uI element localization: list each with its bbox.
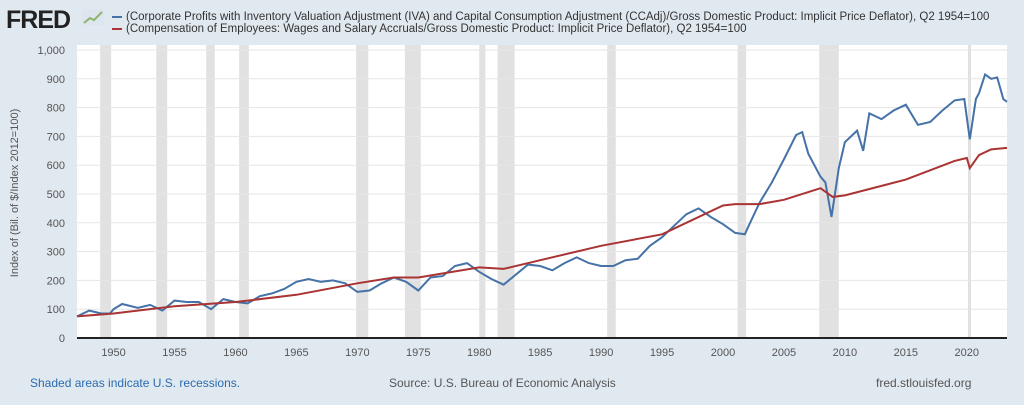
y-tick-label: 100 [47, 304, 65, 316]
line-chart: 0 100 200 300 400 500 600 700 800 900 1,000 1950 195… [9, 45, 1008, 359]
fred-url[interactable]: fred.stlouisfed.org [876, 376, 972, 390]
x-tick-label: 2000 [711, 347, 735, 359]
y-tick-label: 600 [47, 160, 65, 172]
x-tick-label: 1970 [345, 347, 369, 359]
plot-area [77, 45, 1007, 338]
y-tick-label: 900 [47, 74, 65, 86]
legend-label: (Compensation of Employees: Wages and Sa… [126, 23, 747, 35]
y-tick-label: 0 [59, 333, 65, 345]
recession-band [239, 45, 249, 338]
recession-band [497, 45, 515, 338]
x-tick-label: 1980 [467, 347, 491, 359]
legend-swatch [112, 28, 122, 30]
chart-logo-icon [82, 9, 104, 25]
x-tick-label: 1965 [284, 347, 308, 359]
recession-band [967, 45, 971, 338]
x-tick-label: 2020 [955, 347, 979, 359]
recession-band [607, 45, 616, 338]
y-tick-label: 500 [47, 189, 65, 201]
recession-band [737, 45, 747, 338]
recession-band [356, 45, 369, 338]
y-tick-label: 200 [47, 275, 65, 287]
y-tick-label: 400 [47, 218, 65, 230]
legend-label: (Corporate Profits with Inventory Valuat… [126, 11, 990, 23]
recession-band [479, 45, 486, 338]
x-tick-label: 1990 [589, 347, 613, 359]
x-tick-label: 2015 [894, 347, 918, 359]
legend-item-profits[interactable]: (Corporate Profits with Inventory Valuat… [112, 11, 989, 23]
y-tick-label: 300 [47, 247, 65, 259]
y-axis-label: Index of (Bil. of $/Index 2012=100) [9, 109, 21, 277]
recession-band [100, 45, 112, 338]
profits-series-line [76, 72, 1008, 318]
x-tick-label: 1995 [650, 347, 674, 359]
fred-logo[interactable]: FRED [6, 6, 71, 34]
legend-item-compensation[interactable]: (Compensation of Employees: Wages and Sa… [112, 23, 989, 35]
recession-note[interactable]: Shaded areas indicate U.S. recessions. [30, 376, 241, 390]
y-tick-label: 1,000 [37, 45, 65, 57]
recession-band [819, 45, 839, 338]
x-tick-label: 2005 [772, 347, 796, 359]
x-tick-label: 2010 [833, 347, 857, 359]
x-tick-label: 1950 [101, 347, 125, 359]
x-tick-label: 1955 [162, 347, 186, 359]
x-tick-label: 1985 [528, 347, 552, 359]
legend-swatch [112, 16, 122, 18]
source: Source: U.S. Bureau of Economic Analysis [389, 376, 616, 390]
x-tick-label: 1975 [406, 347, 430, 359]
legend: (Corporate Profits with Inventory Valuat… [112, 11, 989, 35]
recession-band [156, 45, 168, 338]
compensation-series-line [76, 146, 1008, 318]
y-tick-label: 700 [47, 131, 65, 143]
recession-band [206, 45, 215, 338]
recession-band [404, 45, 421, 338]
y-tick-label: 800 [47, 103, 65, 115]
x-tick-label: 1960 [223, 347, 247, 359]
